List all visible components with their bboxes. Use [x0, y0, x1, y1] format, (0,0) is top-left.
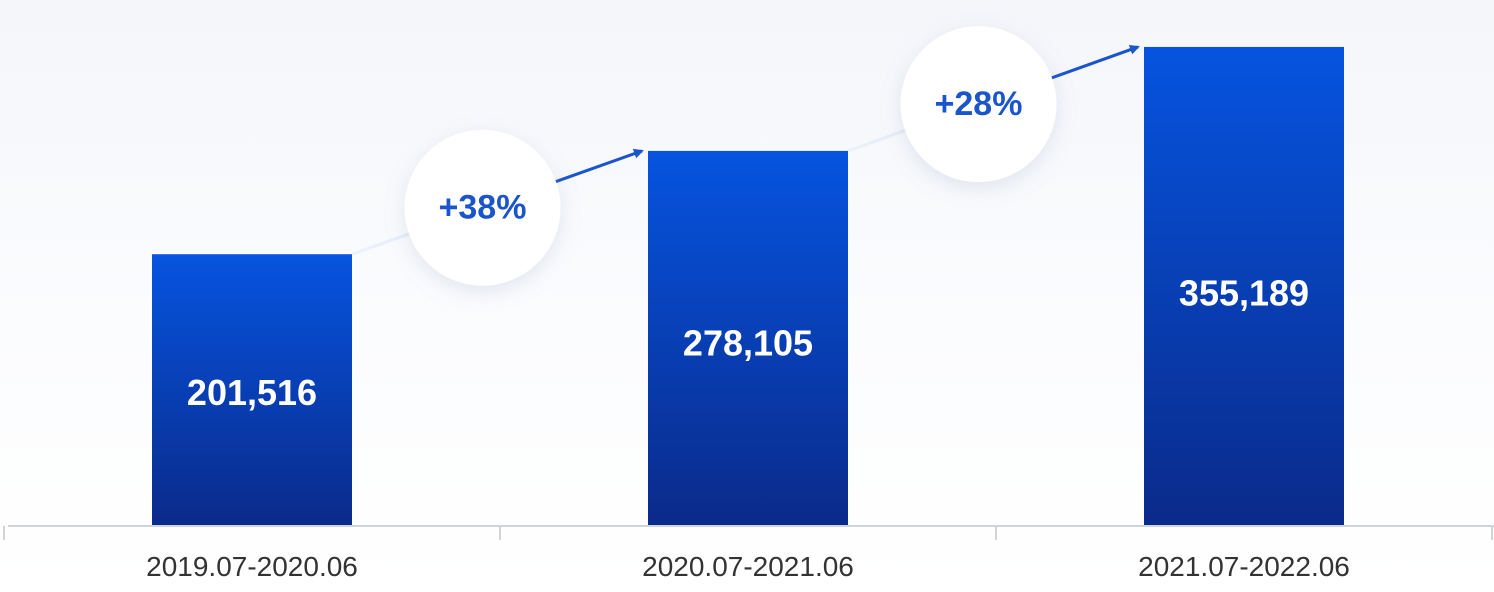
growth-label: +28%: [935, 85, 1023, 123]
growth-arrow: [549, 148, 644, 185]
bar-value-label: 201,516: [187, 372, 317, 413]
bar-value-label: 355,189: [1179, 273, 1309, 314]
bar-value-label: 278,105: [683, 322, 813, 363]
bar-1: [152, 254, 352, 527]
bar-2: [648, 150, 848, 526]
category-label: 2020.07-2021.06: [642, 551, 854, 582]
growth-arrow: [1045, 44, 1140, 82]
category-label: 2019.07-2020.06: [146, 551, 358, 582]
growth-bubble: [404, 129, 561, 286]
growth-bubble: [900, 26, 1057, 183]
bar-3: [1144, 46, 1344, 526]
growth-label: +38%: [439, 189, 527, 227]
category-label: 2021.07-2022.06: [1138, 551, 1350, 582]
